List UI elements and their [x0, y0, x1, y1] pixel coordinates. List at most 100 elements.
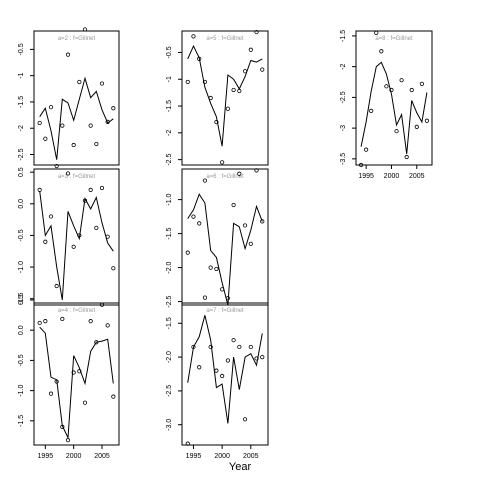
y-tick-label: -2.0 — [166, 351, 173, 363]
observed-point — [254, 356, 259, 361]
observed-point — [424, 118, 430, 123]
observed-point — [220, 287, 225, 292]
x-tick-label: 1995 — [38, 453, 54, 460]
observed-point — [105, 323, 110, 328]
y-tick-label: -1.5 — [18, 96, 25, 108]
observed-point — [65, 438, 71, 443]
observed-point — [111, 106, 116, 111]
observed-point — [197, 221, 202, 226]
panel-3: a=8 : f=Gillnet -3.5 -3 -2.5 -2 -1.5 1995 2000 2… — [340, 30, 433, 180]
observed-point — [94, 340, 99, 345]
observed-point — [43, 136, 48, 141]
y-tick-label: -1.5 — [166, 317, 173, 329]
y-tick-label: 0.5 — [18, 295, 25, 305]
observed-point — [225, 106, 230, 111]
observed-point — [48, 105, 54, 110]
observed-point — [54, 283, 59, 289]
panel-title: a=2 : f=Gillnet — [58, 36, 96, 42]
y-tick-label: -2.5 — [18, 148, 25, 160]
panel-4: a=3 : f=Gillnet -1.5 -1.0 -0.5 0.0 0.5 — [18, 167, 120, 322]
y-tick-label: -2.5 — [166, 295, 173, 307]
observed-point — [185, 250, 190, 255]
observed-point — [77, 369, 82, 374]
observed-point — [248, 47, 253, 52]
y-tick-label: -2.0 — [166, 261, 173, 273]
observed-point — [111, 266, 116, 271]
observed-point — [231, 87, 236, 93]
panel-frame — [181, 168, 269, 306]
observed-point — [185, 441, 190, 446]
y-tick-label: -0.5 — [18, 354, 25, 366]
observed-point — [88, 123, 93, 128]
observed-point — [99, 302, 105, 307]
observed-point — [65, 52, 71, 57]
y-tick-label: -2.5 — [166, 385, 173, 397]
observed-point — [60, 424, 65, 429]
y-tick-label: 0.0 — [18, 199, 25, 209]
observed-point — [358, 162, 364, 168]
observed-point — [374, 30, 379, 35]
observed-point — [208, 95, 213, 101]
observed-point — [60, 316, 65, 322]
y-tick-label: -1.5 — [18, 415, 25, 427]
observed-point — [77, 233, 82, 238]
observed-point — [220, 160, 225, 165]
observed-point — [260, 219, 265, 224]
observed-point — [60, 123, 65, 128]
observed-point — [202, 178, 208, 183]
y-tick-label: -3.0 — [166, 419, 173, 431]
observed-point — [99, 81, 105, 86]
y-tick-label: -1 — [18, 72, 25, 78]
panel-title: a=4 : f=Gillnet — [58, 308, 96, 314]
panel-6: a=4 : f=Gillnet -1.5 -1.0 -0.5 0.0 0.5 1995 200… — [18, 295, 120, 460]
panel-frame — [181, 30, 269, 166]
panel-frame — [33, 30, 120, 166]
x-tick-label: 2000 — [214, 453, 230, 460]
observed-point — [71, 244, 76, 249]
y-tick-label: -1.5 — [18, 293, 25, 305]
observed-point — [88, 187, 93, 192]
observed-point — [231, 202, 236, 208]
observed-point — [237, 88, 242, 94]
panel-2: a=5 : f=Gillnet -2.5 -2 -1.5 -1 -0.5 — [166, 29, 269, 166]
y-tick-label: -1.0 — [18, 384, 25, 396]
observed-point — [82, 400, 88, 405]
observed-point — [94, 225, 99, 230]
observed-point — [369, 108, 374, 114]
observed-point — [220, 373, 225, 379]
observed-point — [225, 358, 230, 363]
x-tick-label: 2000 — [384, 173, 400, 180]
observed-point — [197, 365, 202, 370]
y-tick-label: -1 — [166, 76, 173, 82]
observed-point — [214, 120, 219, 125]
observed-point — [99, 185, 105, 191]
observed-point — [364, 147, 369, 152]
observed-point — [71, 370, 76, 375]
observed-point — [248, 241, 253, 246]
observed-point — [43, 319, 48, 324]
observed-point — [260, 354, 265, 360]
fitted-series-line — [39, 76, 114, 160]
observed-point — [202, 79, 208, 85]
observed-point — [105, 234, 110, 239]
observed-point — [105, 119, 110, 125]
y-tick-label: -2.5 — [340, 91, 347, 103]
observed-point — [260, 67, 265, 72]
observed-point — [242, 69, 248, 74]
x-tick-label: 1995 — [358, 173, 374, 180]
observed-point — [48, 214, 54, 219]
observed-point — [77, 79, 82, 85]
panel-1: a=2 : f=Gillnet -2.5 -2 -1.5 -1 -0.5 — [18, 27, 120, 169]
y-tick-label: -2 — [18, 125, 25, 131]
panel-title: a=3 : f=Gillnet — [58, 174, 96, 180]
observed-point — [242, 223, 248, 228]
observed-point — [389, 87, 394, 93]
observed-point — [225, 296, 230, 301]
observed-point — [214, 368, 219, 373]
observed-point — [111, 394, 116, 399]
observed-point — [43, 239, 48, 244]
fitted-series-line — [187, 44, 263, 147]
observed-point — [384, 84, 389, 89]
observed-point — [208, 265, 213, 270]
observed-point — [254, 29, 259, 35]
